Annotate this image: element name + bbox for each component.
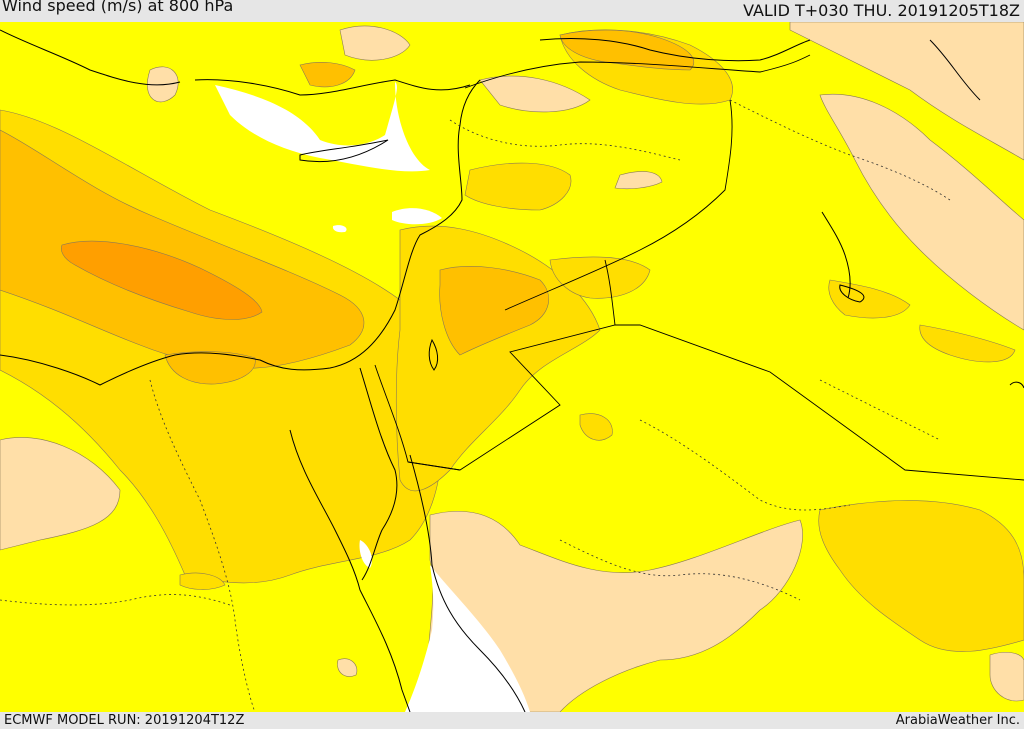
coast-qatar <box>839 284 865 303</box>
calm-area-sudan <box>337 658 358 677</box>
coast-north-africa-levant <box>0 79 481 386</box>
zone-iraq-west <box>549 256 651 299</box>
calm-area-anatolia <box>479 75 591 113</box>
border-jordan-iraq <box>604 259 616 326</box>
coast-gulf <box>821 211 851 299</box>
border-saudi-north <box>374 324 1024 481</box>
zone-nile-delta <box>164 351 256 385</box>
calm-area-arabia-west <box>426 510 803 712</box>
coastlines <box>0 29 1024 712</box>
zone-blob-1 <box>579 413 613 441</box>
border-iraq-syria <box>504 99 733 311</box>
zone-blob-2 <box>179 572 226 590</box>
zone-jet-core <box>61 240 263 320</box>
calm-area-zagros <box>819 93 1024 331</box>
sea-cyprus <box>215 82 430 172</box>
political-borders <box>374 54 1024 481</box>
coast-anatolia-south <box>194 79 471 96</box>
model-run-label: ECMWF MODEL RUN: 20191204T12Z <box>4 713 245 728</box>
zone-turkey <box>299 61 356 88</box>
border-sudan <box>0 594 231 606</box>
calm-area-black-sea <box>339 25 411 61</box>
border-egypt-israel <box>407 461 461 471</box>
sea-red-sea <box>405 565 530 712</box>
sea-patch-small <box>332 225 347 233</box>
strong-wind-zones <box>0 29 695 385</box>
coast-cyprus <box>299 139 389 163</box>
calm-areas <box>0 22 1024 712</box>
zone-jordan <box>439 266 549 356</box>
coast-red-sea-west <box>289 429 411 712</box>
coast-sinai <box>359 367 398 581</box>
map-svg <box>0 22 1024 712</box>
coast-east-edge <box>1009 381 1024 389</box>
border-arabia-inner <box>559 539 801 601</box>
border-iran <box>729 99 951 201</box>
coast-black-sea <box>539 37 811 62</box>
valid-time: VALID T+030 THU. 20191205T18Z <box>743 1 1020 20</box>
credit-label: ArabiaWeather Inc. <box>895 713 1020 728</box>
calm-area-iraq <box>614 171 663 190</box>
border-syria-inner <box>449 119 681 161</box>
calm-area-libya <box>0 437 121 551</box>
zone-gulf-south <box>919 324 1016 363</box>
inner-borders <box>0 99 951 712</box>
footer-bar: ECMWF MODEL RUN: 20191204T12Z ArabiaWeat… <box>0 712 1024 729</box>
calm-area-south-east <box>989 651 1024 702</box>
map-title: Wind speed (m/s) at 800 hPa <box>2 0 234 15</box>
zone-arabia-east <box>818 500 1024 652</box>
coast-greece <box>0 29 181 86</box>
sea-suez <box>359 540 372 568</box>
zone-syria <box>464 162 572 211</box>
border-libya-egypt <box>149 379 256 712</box>
zone-gulf <box>828 279 911 319</box>
zone-jet-core-outer <box>0 129 365 369</box>
coast-dead-sea <box>428 338 439 371</box>
zone-caucasus <box>559 29 695 71</box>
sea-areas <box>215 82 530 712</box>
coast-red-sea-east <box>409 454 526 712</box>
sea-patch-levant <box>392 208 442 225</box>
header-bar: Wind speed (m/s) at 800 hPa VALID T+030 … <box>0 0 1024 22</box>
calm-area-caspian <box>789 22 1024 161</box>
border-turkey-syria <box>464 54 811 89</box>
coast-caspian <box>929 39 981 101</box>
wind-speed-map <box>0 22 1024 712</box>
